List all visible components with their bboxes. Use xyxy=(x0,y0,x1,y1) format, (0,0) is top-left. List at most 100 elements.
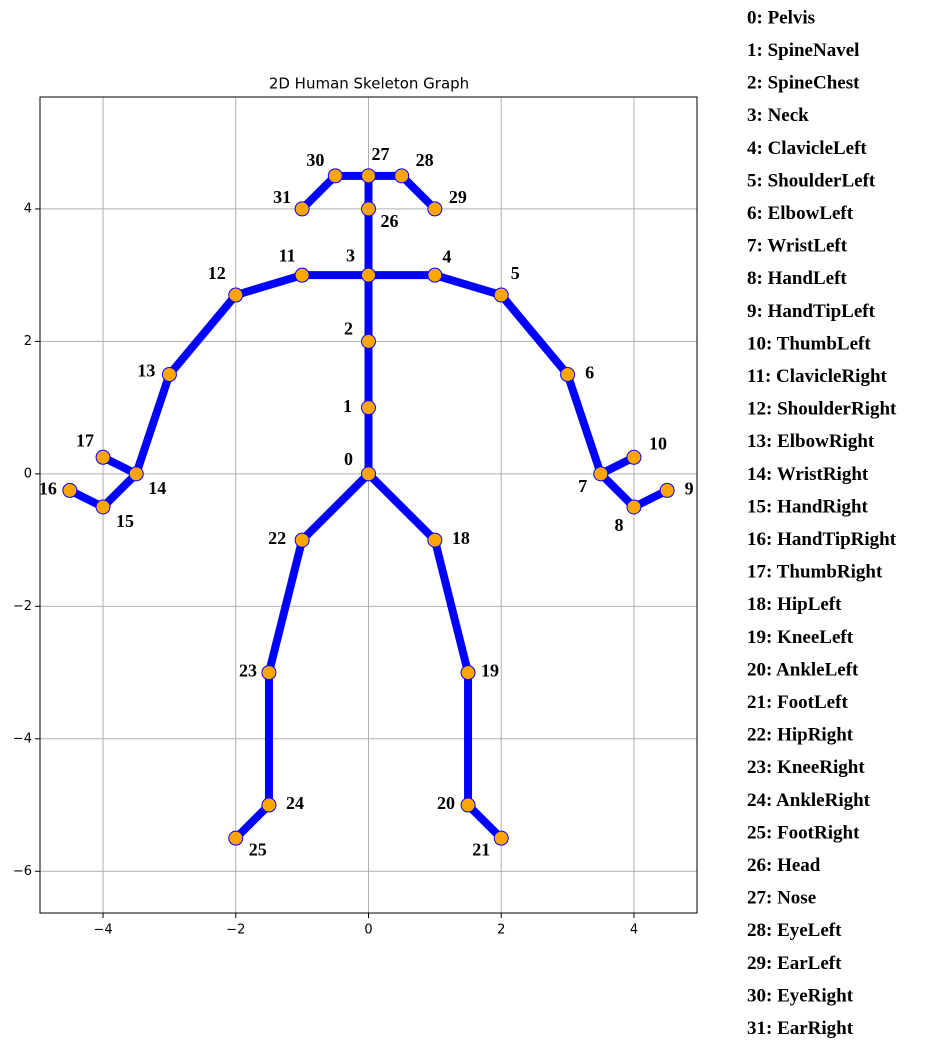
joint xyxy=(361,466,376,482)
joint xyxy=(261,665,277,681)
legend-entry: 24: AnkleRight xyxy=(747,790,871,811)
edge xyxy=(497,291,572,379)
edge xyxy=(563,370,605,478)
joint-label: 27 xyxy=(372,144,390,164)
joint-label: 26 xyxy=(381,211,399,231)
joint-label: 30 xyxy=(306,150,324,170)
joint xyxy=(95,449,111,465)
joint xyxy=(593,466,609,482)
edge xyxy=(464,801,506,843)
y-tick-label: −6 xyxy=(13,864,32,879)
joint-label: 0 xyxy=(344,449,353,469)
legend-entry: 10: ThumbLeft xyxy=(747,333,871,354)
joint-label: 25 xyxy=(249,839,267,859)
joint-label: 21 xyxy=(472,839,490,859)
joint xyxy=(361,267,376,283)
edge xyxy=(231,271,307,300)
joint xyxy=(394,168,410,184)
joint xyxy=(361,168,376,184)
legend-entry: 6: ElbowLeft xyxy=(747,203,854,224)
joint-label: 8 xyxy=(614,515,623,535)
y-tick-label: 0 xyxy=(24,466,32,481)
joint xyxy=(128,466,144,482)
edge xyxy=(99,469,141,511)
joint-label: 1 xyxy=(343,396,352,416)
joint-label: 6 xyxy=(585,363,594,383)
x-tick-label: −2 xyxy=(226,923,245,938)
edge xyxy=(397,171,439,213)
joint xyxy=(460,665,476,681)
joint-label: 13 xyxy=(137,361,155,381)
joint xyxy=(261,797,277,813)
edge xyxy=(298,171,340,213)
joint-label: 4 xyxy=(442,246,451,266)
joint xyxy=(228,287,244,303)
legend-entry: 14: WristRight xyxy=(747,464,869,485)
legend-entry: 4: ClavicleLeft xyxy=(747,138,867,159)
joint xyxy=(427,267,443,283)
joint xyxy=(626,449,642,465)
legend-entry: 3: Neck xyxy=(747,105,809,126)
legend-entry: 7: WristLeft xyxy=(747,236,848,257)
edge xyxy=(231,801,273,843)
legend-entry: 0: Pelvis xyxy=(747,7,815,28)
legend-entry: 31: EarRight xyxy=(747,1018,854,1039)
joint-label: 18 xyxy=(452,528,470,548)
joint xyxy=(95,499,111,515)
legend-entry: 5: ShoulderLeft xyxy=(747,170,876,191)
joint-label: 11 xyxy=(279,245,296,265)
joint xyxy=(361,333,376,349)
joint-label: 16 xyxy=(39,479,57,499)
edge xyxy=(430,271,506,300)
joint-label: 29 xyxy=(449,187,467,207)
joint-label: 14 xyxy=(148,478,166,498)
joint xyxy=(560,367,576,383)
joint-label: 17 xyxy=(76,430,94,450)
joint xyxy=(659,482,675,498)
joint xyxy=(427,532,443,548)
edge xyxy=(364,469,439,545)
joint-label: 7 xyxy=(578,476,587,496)
legend-entry: 27: Nose xyxy=(747,888,816,909)
joint-label: 5 xyxy=(511,263,520,283)
joint xyxy=(294,532,310,548)
joint-label: 31 xyxy=(273,187,291,207)
edge xyxy=(596,469,638,511)
joint-label: 10 xyxy=(649,433,667,453)
legend-entry: 26: Head xyxy=(747,855,821,876)
joint-label: 12 xyxy=(208,263,226,283)
chart-title: 2D Human Skeleton Graph xyxy=(269,75,469,93)
legend-entry: 17: ThumbRight xyxy=(747,562,883,583)
joint xyxy=(361,400,376,416)
legend-entry: 25: FootRight xyxy=(747,822,860,843)
edge xyxy=(264,536,307,677)
joint-label: 20 xyxy=(437,793,455,813)
joint xyxy=(427,201,443,217)
legend-entry: 30: EyeRight xyxy=(747,985,854,1006)
legend-entry: 12: ShoulderRight xyxy=(747,399,897,420)
joint-label: 2 xyxy=(344,319,353,339)
y-tick-label: 2 xyxy=(24,334,32,349)
legend-entry: 22: HipRight xyxy=(747,725,854,746)
x-tick-label: −4 xyxy=(93,923,112,938)
joint-label: 23 xyxy=(239,661,257,681)
legend-entry: 15: HandRight xyxy=(747,496,869,517)
edge xyxy=(430,536,473,677)
legend-entry: 9: HandTipLeft xyxy=(747,301,876,322)
joint-label: 15 xyxy=(116,511,134,531)
joint-label: 3 xyxy=(346,245,355,265)
legend-entry: 11: ClavicleRight xyxy=(747,366,888,387)
legend-entry: 2: SpineChest xyxy=(747,73,860,94)
joint xyxy=(493,287,509,303)
joint xyxy=(626,499,642,515)
joint-label: 19 xyxy=(481,661,499,681)
legend-entry: 21: FootLeft xyxy=(747,692,848,713)
plot-frame xyxy=(39,96,698,914)
joint xyxy=(294,201,310,217)
legend-entry: 1: SpineNavel xyxy=(747,40,859,61)
legend-entry: 20: AnkleLeft xyxy=(747,659,859,680)
joint xyxy=(493,830,509,846)
legend-entry: 8: HandLeft xyxy=(747,268,847,289)
joint xyxy=(228,830,244,846)
y-tick-label: 4 xyxy=(24,201,32,216)
